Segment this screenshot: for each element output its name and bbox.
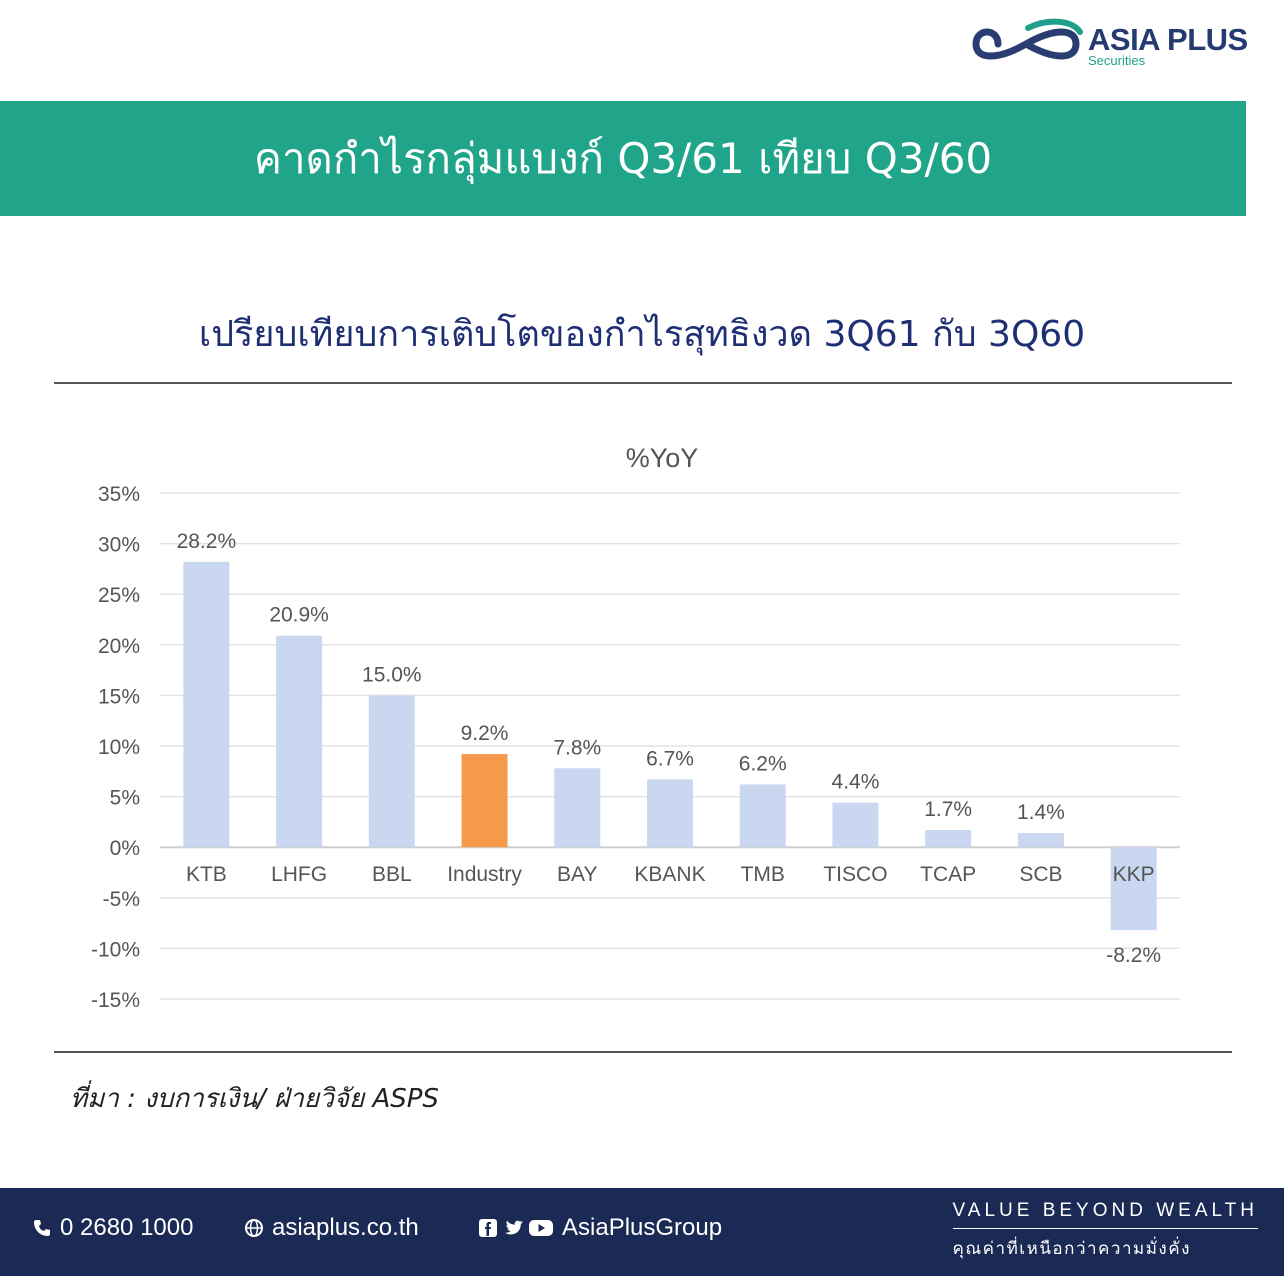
x-tick-label-kbank: KBANK [634,863,705,886]
phone-number: 0 2680 1000 [60,1214,194,1241]
chart-subtitle: เปรียบเทียบการเติบโตของกำไรสุทธิงวด 3Q61… [198,314,1086,355]
youtube-icon [528,1218,554,1238]
brand-sub: Securities [1088,53,1146,68]
y-tick-label: -5% [103,888,140,911]
y-tick-label: 5% [110,787,140,810]
y-tick-label: 0% [110,837,140,860]
tagline: VALUE BEYOND WEALTH คุณค่าที่เหนือกว่าคว… [952,1200,1258,1262]
footer-website[interactable]: asiaplus.co.th [244,1214,419,1242]
bar-bbl [368,695,415,848]
top-divider [54,382,1232,384]
facebook-icon [478,1218,498,1238]
y-tick-label: 20% [98,635,140,658]
bottom-divider [54,1051,1232,1053]
bar-chart: 35% 30% 25% 20% 15% 10% 5% 0% -5% -10% -15% KTB 28.2… [91,443,1180,1012]
bar-tmb [739,784,786,848]
x-tick-label-tmb: TMB [741,863,785,886]
x-tick-label-bay: BAY [557,863,597,886]
website-link: asiaplus.co.th [272,1214,419,1241]
data-label-kbank: 6.7% [646,747,694,770]
x-tick-label-lhfg: LHFG [271,863,327,886]
phone-icon [32,1218,52,1238]
bar-tcap [925,829,972,848]
bar-kkp [1110,847,1157,931]
tagline-en: VALUE BEYOND WEALTH [952,1200,1258,1221]
x-tick-label-kkp: KKP [1113,863,1155,886]
social-handle: AsiaPlusGroup [562,1214,723,1241]
bar-industry [461,754,508,848]
x-tick-label-scb: SCB [1019,863,1062,886]
x-tick-label-tisco: TISCO [823,863,887,886]
y-tick-label: -10% [91,938,140,961]
bar-tisco [832,802,879,848]
y-tick-label: -15% [91,989,140,1012]
bar-ktb [183,561,230,848]
bar-bay [554,768,601,848]
footer-phone[interactable]: 0 2680 1000 [32,1214,193,1242]
y-tick-label: 35% [98,483,140,506]
tagline-divider [952,1228,1258,1229]
y-tick-label: 10% [98,736,140,759]
data-label-ktb: 28.2% [177,530,237,553]
data-label-tisco: 4.4% [832,771,880,794]
globe-icon [244,1218,264,1238]
y-tick-label: 15% [98,685,140,708]
data-label-bay: 7.8% [553,736,601,759]
x-tick-label-industry: Industry [447,863,522,886]
title-band: คาดกำไรกลุ่มแบงก์ Q3/61 เทียบ Q3/60 [0,101,1246,216]
x-tick-label-tcap: TCAP [920,863,976,886]
data-label-bbl: 15.0% [362,663,422,686]
y-tick-label: 30% [98,534,140,557]
brand-logo: ASIA PLUS Securities [968,16,1258,72]
tagline-th: คุณค่าที่เหนือกว่าความมั่งคั่ง [952,1239,1191,1259]
page-title: คาดกำไรกลุ่มแบงก์ Q3/61 เทียบ Q3/60 [253,133,993,183]
data-label-tcap: 1.7% [924,798,972,821]
twitter-icon [502,1218,524,1238]
source-note: ที่มา : งบการเงิน/ ฝ่ายวิจัย ASPS [70,1084,439,1114]
data-label-kkp: -8.2% [1106,944,1161,967]
bar-kbank [647,779,693,848]
infinity-logo-icon [972,18,1083,60]
data-label-industry: 9.2% [461,722,509,745]
chart-title: %YoY [626,443,699,473]
data-label-tmb: 6.2% [739,752,787,775]
bar-scb [1017,833,1064,848]
x-tick-label-bbl: BBL [372,863,412,886]
x-tick-label-ktb: KTB [186,863,227,886]
data-label-scb: 1.4% [1017,801,1065,824]
data-label-lhfg: 20.9% [269,604,329,627]
footer: 0 2680 1000 asiaplus.co.th AsiaPlusGroup… [0,1188,1284,1276]
brand-name: ASIA PLUS [1088,22,1248,57]
y-tick-label: 25% [98,584,140,607]
bar-lhfg [276,635,323,848]
footer-social[interactable]: AsiaPlusGroup [478,1214,722,1242]
